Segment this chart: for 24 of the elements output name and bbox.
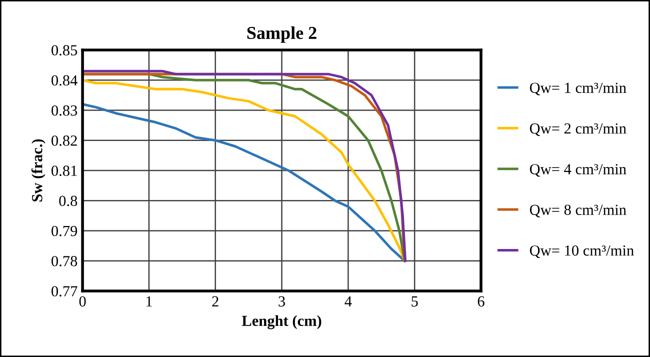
y-tick-label: 0.85	[52, 45, 78, 56]
x-tick-label: 5	[412, 296, 418, 307]
legend-label: Qw= 10 cm³/min	[530, 245, 634, 258]
legend-label: Qw= 2 cm³/min	[530, 123, 626, 136]
legend-label: Qw= 4 cm³/min	[530, 164, 626, 177]
x-axis-title: Lenght (cm)	[242, 315, 322, 330]
x-tick-label: 4	[344, 296, 352, 306]
y-tick-label: 0.78	[52, 256, 78, 266]
y-tick-label: 0.82	[52, 135, 77, 146]
y-tick-label: 0.83	[52, 105, 78, 116]
y-tick-label: 0.81	[52, 166, 77, 176]
y-tick-label: 0.79	[52, 226, 78, 236]
y-tick-label: 0.77	[52, 286, 78, 296]
legend-label: Qw= 8 cm³/min	[530, 204, 626, 218]
x-tick-label: 6	[478, 296, 484, 307]
legend-label: Qw= 1 cm³/min	[530, 82, 626, 96]
y-tick-label: 0.8	[59, 196, 78, 206]
x-tick-label: 1	[146, 296, 152, 306]
x-tick-label: 2	[212, 296, 218, 306]
y-tick-label: 0.84	[52, 75, 78, 86]
x-tick-label: 3	[278, 296, 285, 307]
y-axis-title: Sw (frac.)	[31, 139, 46, 202]
x-tick-label: 0	[79, 296, 86, 307]
chart-title: Sample 2	[247, 26, 316, 43]
